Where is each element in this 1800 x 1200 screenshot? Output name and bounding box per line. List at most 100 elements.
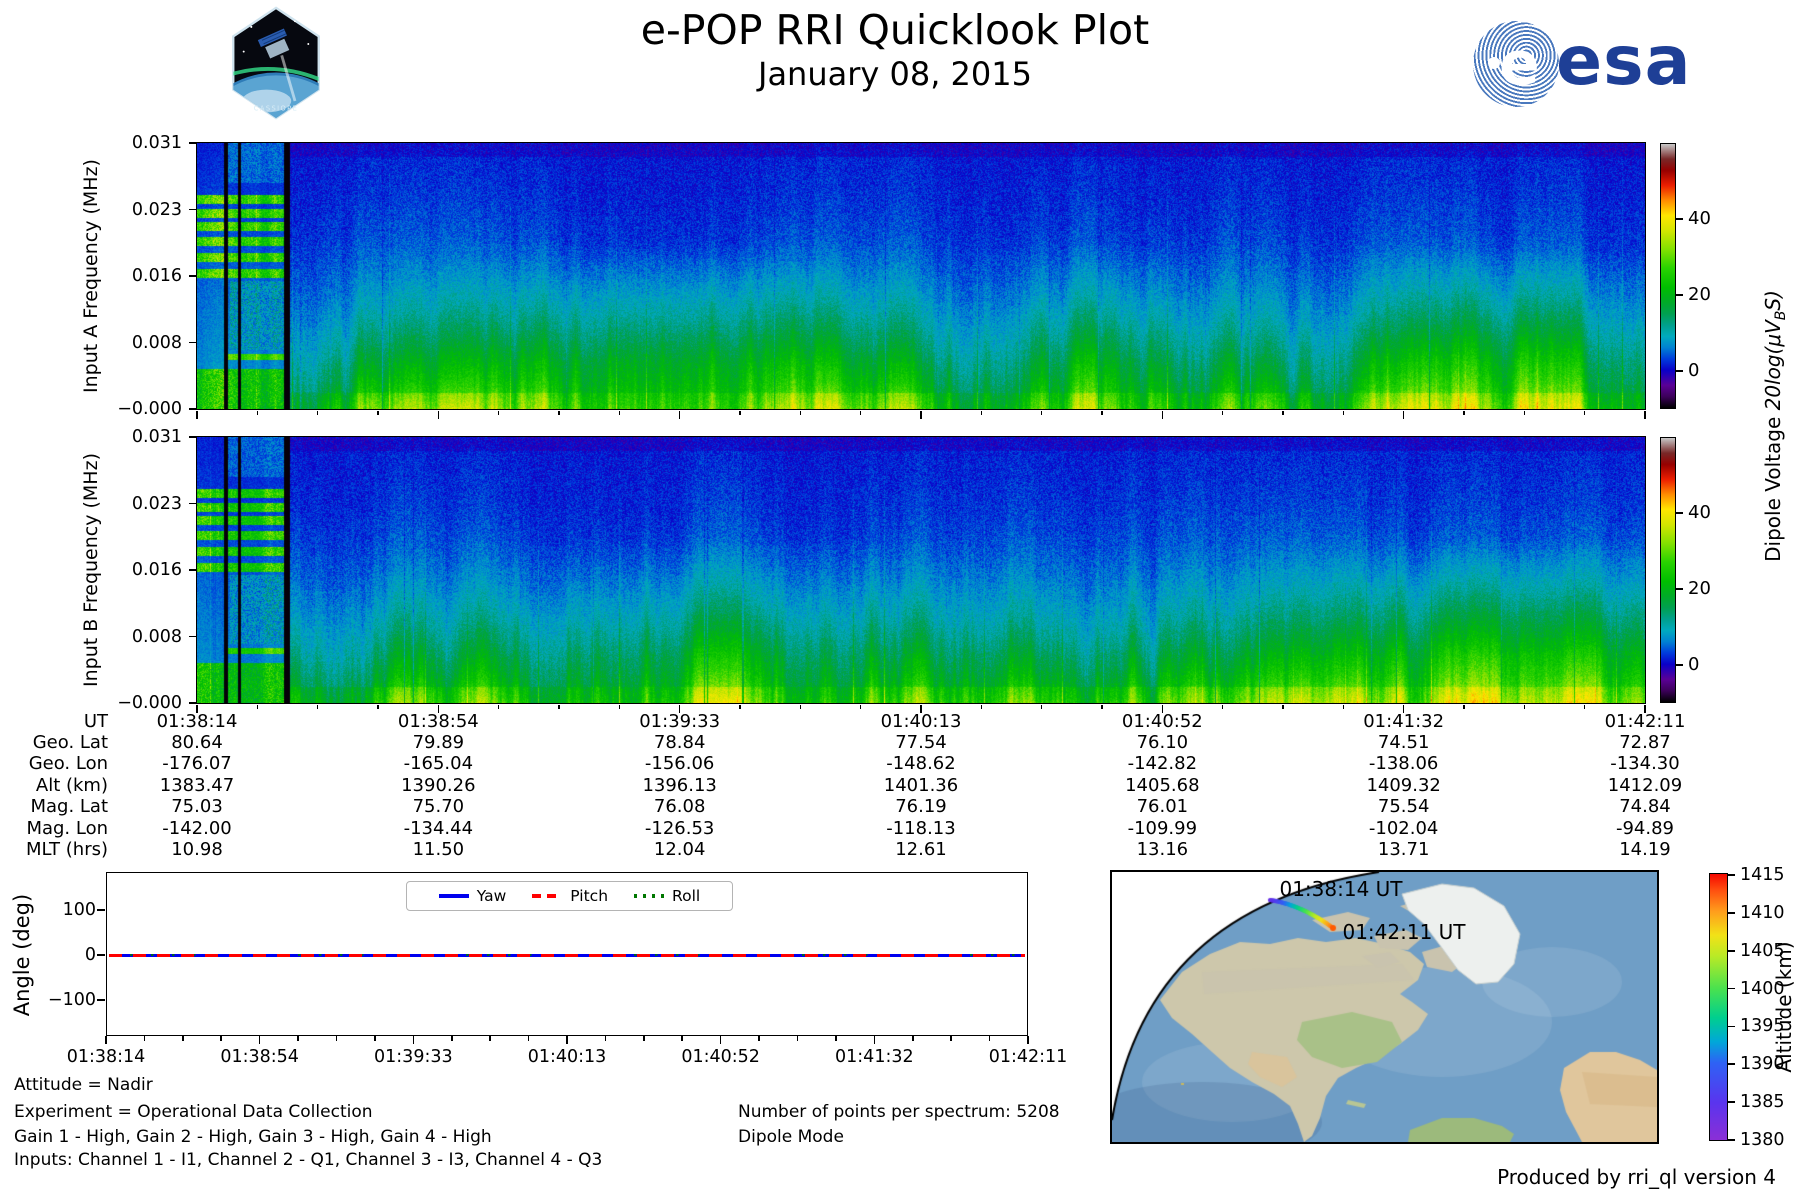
ut-minor-tick-b bbox=[1282, 704, 1284, 709]
angle-x-minor-tick bbox=[796, 1036, 799, 1041]
ut-major-tick-a bbox=[678, 410, 681, 419]
ut-minor-tick-b bbox=[1463, 704, 1465, 709]
legend-label: Yaw bbox=[476, 887, 507, 905]
ephemeris-cell: 01:40:13 bbox=[880, 710, 962, 732]
angle-x-tick-label: 01:41:32 bbox=[835, 1047, 914, 1067]
angle-x-tick-label: 01:42:11 bbox=[988, 1047, 1068, 1067]
ut-minor-tick-b bbox=[739, 704, 741, 709]
ut-minor-tick-a bbox=[1101, 410, 1103, 415]
ut-minor-tick-a bbox=[1040, 410, 1043, 415]
ut-minor-tick-a bbox=[1221, 410, 1224, 415]
freq-tick-label-b: 0.023 bbox=[131, 493, 182, 514]
freq-tick-a bbox=[189, 142, 197, 144]
dipole-cbar-tick-a bbox=[1676, 218, 1683, 220]
altitude-cbar-tick-label: 1415 bbox=[1740, 865, 1785, 885]
ephemeris-cell: -102.04 bbox=[1368, 817, 1439, 839]
ut-major-tick-a bbox=[1161, 410, 1164, 419]
legend-label: Roll bbox=[672, 887, 701, 905]
angle-x-tick-label: 01:40:13 bbox=[527, 1047, 607, 1067]
altitude-cbar-tick bbox=[1728, 1025, 1735, 1028]
altitude-cbar-tick-label: 1410 bbox=[1740, 902, 1785, 923]
ephemeris-cell: 1409.32 bbox=[1366, 774, 1441, 796]
spectrogram-b-ylabel: Input B Frequency (MHz) bbox=[80, 453, 102, 687]
angle-x-minor-tick bbox=[604, 1036, 607, 1041]
ut-major-tick-a bbox=[196, 410, 198, 419]
altitude-colorbar bbox=[1709, 873, 1728, 1141]
ut-major-tick-b bbox=[1402, 704, 1405, 713]
angle-x-tick-label: 01:39:33 bbox=[374, 1047, 453, 1067]
angle-x-minor-tick bbox=[374, 1036, 376, 1041]
ephemeris-cell: 76.19 bbox=[895, 796, 947, 818]
esa-e-glyph: e bbox=[1499, 29, 1540, 99]
legend-item-roll: Roll bbox=[634, 887, 700, 905]
ut-major-tick-a bbox=[1402, 410, 1405, 419]
ephemeris-row-label: Mag. Lat bbox=[30, 796, 108, 818]
ephemeris-row-label: Mag. Lon bbox=[26, 817, 108, 839]
angle-x-minor-tick bbox=[182, 1036, 184, 1041]
ephemeris-cell: 76.08 bbox=[653, 796, 706, 818]
ephemeris-cell: 01:42:11 bbox=[1604, 710, 1686, 732]
ut-minor-tick-b bbox=[1221, 704, 1224, 709]
ut-minor-tick-b bbox=[1040, 704, 1043, 709]
ut-major-tick-b bbox=[1161, 704, 1164, 713]
angle-x-minor-tick bbox=[988, 1036, 991, 1041]
angle-x-minor-tick bbox=[643, 1036, 645, 1041]
ephemeris-cell: -109.99 bbox=[1127, 817, 1198, 839]
dipole-cbar-tick-label-a: 40 bbox=[1688, 208, 1711, 230]
ut-minor-tick-a bbox=[618, 410, 621, 415]
ut-minor-tick-b bbox=[980, 704, 983, 709]
ut-minor-tick-a bbox=[1282, 410, 1284, 415]
ephemeris-cell: 01:41:32 bbox=[1363, 710, 1445, 732]
ut-minor-tick-b bbox=[1101, 704, 1103, 709]
esa-globe-icon: e bbox=[1473, 21, 1559, 107]
spectrogram-a-canvas bbox=[195, 141, 1646, 410]
dipole-cbar-tick-a bbox=[1676, 370, 1683, 372]
angle-x-tick-label: 01:38:14 bbox=[66, 1047, 146, 1067]
angle-x-major-tick bbox=[105, 1036, 107, 1044]
ephemeris-cell: -142.82 bbox=[1127, 753, 1198, 775]
freq-tick-b bbox=[189, 635, 197, 638]
altitude-cbar-tick bbox=[1728, 1063, 1735, 1066]
altitude-cbar-tick-label: 1405 bbox=[1740, 940, 1785, 961]
altitude-cbar-tick-label: 1380 bbox=[1740, 1129, 1785, 1150]
ut-major-tick-b bbox=[678, 704, 681, 713]
altitude-cbar-tick bbox=[1728, 949, 1735, 952]
ut-minor-tick-a bbox=[256, 410, 259, 415]
freq-tick-b bbox=[189, 436, 197, 438]
angle-x-minor-tick bbox=[950, 1036, 952, 1041]
ephemeris-cell: -118.13 bbox=[886, 817, 956, 839]
ut-major-tick-b bbox=[196, 704, 198, 713]
ut-minor-tick-b bbox=[497, 704, 500, 709]
ephemeris-cell: -138.06 bbox=[1368, 753, 1439, 775]
angle-x-minor-tick bbox=[489, 1036, 491, 1041]
ut-minor-tick-a bbox=[799, 410, 802, 415]
angle-plot-legend: Yaw Pitch Roll bbox=[406, 881, 733, 911]
ephemeris-cell: 77.54 bbox=[895, 731, 947, 753]
legend-item-pitch: Pitch bbox=[532, 887, 608, 905]
ut-major-tick-b bbox=[920, 704, 922, 713]
dipole-label-text: Dipole Voltage bbox=[1761, 410, 1785, 562]
ephemeris-row-label: Alt (km) bbox=[35, 774, 108, 796]
dipole-cbar-tick-b bbox=[1676, 512, 1683, 514]
angle-x-tick-label: 01:38:54 bbox=[220, 1047, 299, 1067]
ephemeris-cell: 1396.13 bbox=[642, 774, 717, 796]
angle-x-major-tick bbox=[1027, 1036, 1029, 1044]
ut-minor-tick-a bbox=[980, 410, 983, 415]
ephemeris-cell: 1383.47 bbox=[159, 774, 235, 796]
aurora-arc bbox=[233, 67, 319, 82]
ut-minor-tick-a bbox=[497, 410, 500, 415]
spectrogram-b-canvas bbox=[195, 435, 1646, 704]
note-attitude: Attitude = Nadir bbox=[14, 1075, 153, 1095]
pitch-line bbox=[109, 953, 1025, 957]
angle-y-tick-label: −100 bbox=[47, 990, 96, 1010]
freq-tick-a bbox=[189, 208, 197, 211]
angle-x-minor-tick bbox=[220, 1036, 223, 1041]
ut-major-tick-b bbox=[437, 704, 440, 713]
ut-minor-tick-b bbox=[377, 704, 379, 709]
note-dipole-mode: Dipole Mode bbox=[738, 1127, 844, 1147]
note-gains: Gain 1 - High, Gain 2 - High, Gain 3 - H… bbox=[14, 1127, 492, 1147]
ut-minor-tick-a bbox=[558, 410, 560, 415]
cassiope-mission-patch: CASSIOPE bbox=[232, 6, 320, 120]
ephemeris-cell: 01:40:52 bbox=[1121, 710, 1203, 732]
